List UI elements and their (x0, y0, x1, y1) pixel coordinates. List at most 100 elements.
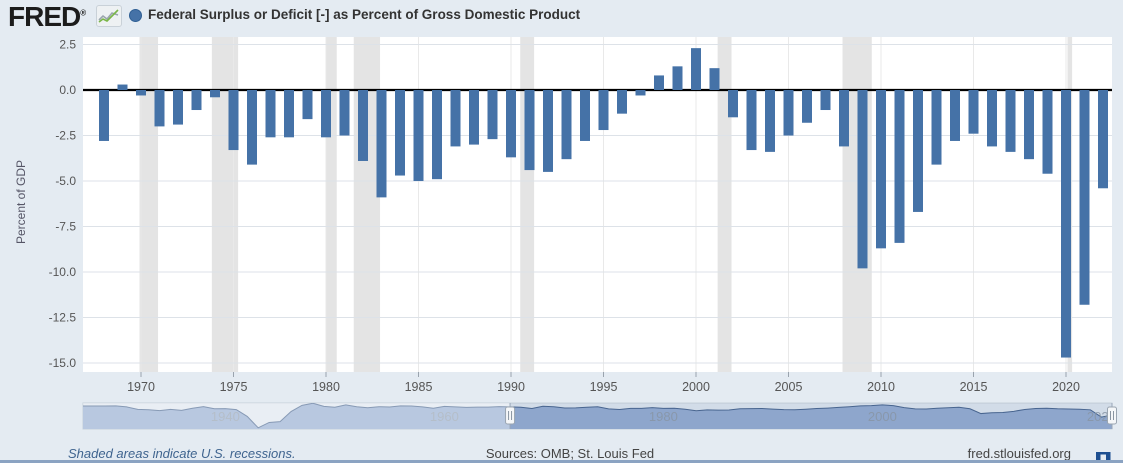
bar-1970[interactable] (136, 90, 146, 96)
recession-note: Shaded areas indicate U.S. recessions. (68, 446, 296, 461)
y-tick-label: -7.5 (55, 220, 76, 234)
minimap-selection[interactable] (510, 403, 1112, 429)
bar-1972[interactable] (173, 90, 183, 125)
registered-mark: ® (80, 8, 86, 18)
bar-1971[interactable] (154, 90, 165, 127)
y-tick-label: -10.0 (49, 265, 77, 279)
bar-2015[interactable] (968, 90, 979, 134)
minimap-year-label: 1940 (211, 409, 240, 424)
bar-1981[interactable] (339, 90, 350, 136)
bar-1990[interactable] (506, 90, 516, 158)
minimap-year-label: 1960 (430, 409, 459, 424)
bar-1969[interactable] (117, 84, 128, 90)
bar-1975[interactable] (228, 90, 239, 151)
bar-1998[interactable] (654, 75, 664, 90)
chart-title: Federal Surplus or Deficit [-] as Percen… (148, 7, 581, 22)
bar-2000[interactable] (691, 48, 701, 90)
bar-1985[interactable] (413, 90, 424, 181)
y-tick-label: -5.0 (55, 174, 76, 188)
bar-1986[interactable] (432, 90, 442, 180)
x-tick-label: 1985 (405, 380, 433, 394)
bar-1983[interactable] (376, 90, 387, 198)
bar-1980[interactable] (321, 90, 331, 138)
recession-band (353, 37, 381, 372)
bar-2020[interactable] (1061, 90, 1071, 358)
bar-1997[interactable] (635, 90, 646, 96)
bar-1995[interactable] (598, 90, 609, 131)
bar-1977[interactable] (265, 90, 276, 138)
bar-1999[interactable] (672, 66, 683, 90)
bar-2008[interactable] (839, 90, 849, 147)
header: FRED® Federal Surplus or Deficit [-] as … (0, 0, 1123, 32)
bar-2006[interactable] (802, 90, 812, 123)
bar-2018[interactable] (1024, 90, 1034, 160)
minimap-mask-left (83, 403, 511, 429)
x-tick-label: 1995 (590, 380, 618, 394)
minimap-area (83, 403, 1112, 429)
bar-1978[interactable] (284, 90, 294, 138)
bar-2009[interactable] (857, 90, 868, 269)
minimap-year-label: 1980 (649, 409, 678, 424)
bar-2001[interactable] (709, 68, 720, 90)
bar-1996[interactable] (617, 90, 627, 114)
bar-1992[interactable] (543, 90, 553, 172)
bar-2005[interactable] (783, 90, 794, 136)
y-tick-label: 0.0 (59, 83, 76, 97)
fred-graph-icon (96, 5, 122, 27)
bar-2014[interactable] (950, 90, 960, 141)
bar-2019[interactable] (1042, 90, 1053, 174)
y-tick-label: -12.5 (49, 311, 77, 325)
recession-band (717, 37, 732, 372)
scroll-handle-left[interactable] (505, 406, 516, 425)
bar-1994[interactable] (580, 90, 590, 141)
bar-2011[interactable] (894, 90, 905, 243)
scroll-handle-right[interactable] (1107, 406, 1117, 425)
x-tick-label: 2020 (1052, 380, 1080, 394)
minimap-year-label: 2000 (868, 409, 897, 424)
bar-1982[interactable] (358, 90, 368, 161)
bar-2022[interactable] (1098, 90, 1108, 189)
sources-text: Sources: OMB; St. Louis Fed (485, 446, 655, 461)
bar-2007[interactable] (820, 90, 831, 111)
bar-1976[interactable] (247, 90, 257, 165)
bottom-divider (0, 460, 1123, 463)
bar-2004[interactable] (765, 90, 775, 152)
bar-2012[interactable] (913, 90, 923, 212)
fred-logo[interactable]: FRED® (8, 1, 86, 32)
bar-1987[interactable] (450, 90, 461, 147)
x-tick-label: 2010 (867, 380, 895, 394)
bar-2003[interactable] (746, 90, 757, 151)
bar-1993[interactable] (561, 90, 572, 160)
bar-1984[interactable] (395, 90, 405, 176)
recession-band (520, 37, 535, 372)
bar-1974[interactable] (210, 90, 220, 98)
bar-1979[interactable] (302, 90, 313, 120)
bar-1988[interactable] (469, 90, 479, 145)
bar-2021[interactable] (1079, 90, 1090, 305)
bar-2002[interactable] (728, 90, 738, 118)
minimap-year-label: 2020 (1087, 409, 1116, 424)
series-legend-dot (129, 9, 142, 22)
x-tick-label: 2005 (775, 380, 803, 394)
y-tick-label: -15.0 (49, 356, 77, 370)
bar-2017[interactable] (1005, 90, 1016, 152)
bar-1989[interactable] (487, 90, 498, 140)
y-tick-label: -2.5 (55, 129, 76, 143)
bar-2016[interactable] (987, 90, 997, 147)
x-tick-label: 1975 (220, 380, 248, 394)
recession-band (326, 37, 337, 372)
corner-cursor-icon (1096, 452, 1111, 463)
bar-2013[interactable] (931, 90, 942, 165)
x-tick-label: 2015 (960, 380, 988, 394)
x-tick-label: 1990 (497, 380, 525, 394)
bar-1973[interactable] (191, 90, 202, 111)
x-tick-label: 1980 (312, 380, 340, 394)
fred-site-link[interactable]: fred.stlouisfed.org (967, 446, 1071, 461)
minimap-line (83, 403, 1112, 429)
x-tick-label: 1970 (127, 380, 155, 394)
minimap-chart: 1940 1960 1980 2000 2020 (83, 403, 1116, 429)
bar-2010[interactable] (876, 90, 886, 249)
bar-1991[interactable] (524, 90, 535, 171)
bar-1968[interactable] (99, 90, 109, 141)
